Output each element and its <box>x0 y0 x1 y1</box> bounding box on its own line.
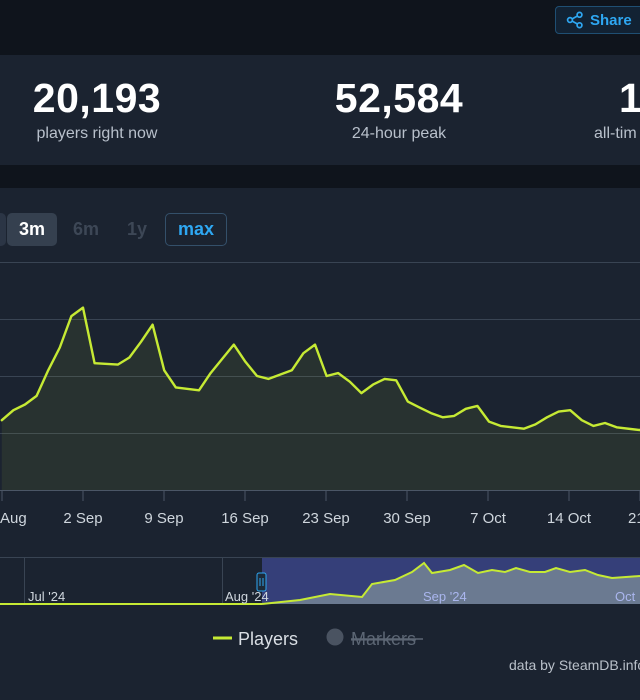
chart-panel <box>0 188 640 700</box>
navigator-label-aug: Aug '24 <box>225 589 269 604</box>
range-button-max[interactable]: max <box>165 213 227 246</box>
x-axis-labels: Aug 2 Sep 9 Sep 16 Sep 23 Sep 30 Sep 7 Oct 14 O… <box>0 510 640 527</box>
legend-players[interactable]: Players <box>213 629 298 649</box>
share-button[interactable]: Share <box>555 6 640 34</box>
24h-peak-value: 52,584 <box>334 75 464 121</box>
all-time-peak-label: all-tim <box>594 125 637 142</box>
players-series-line <box>0 306 640 432</box>
x-tick-label: Aug <box>0 510 27 527</box>
legend-players-label: Players <box>238 629 298 649</box>
share-icon <box>566 11 583 29</box>
top-bar: Share <box>0 0 640 55</box>
navigator-label-sep: Sep '24 <box>423 589 467 604</box>
range-button-6m[interactable]: 6m <box>72 219 99 239</box>
section-divider <box>0 165 640 188</box>
stat-all-time-peak: 1 all-tim <box>594 77 640 143</box>
legend-markers[interactable]: Markers <box>326 628 424 650</box>
x-tick-label: 30 Sep <box>383 510 431 527</box>
x-tick-label: 23 Sep <box>302 510 350 527</box>
current-players-value: 20,193 <box>32 75 162 121</box>
range-button-1y[interactable]: 1y <box>126 219 148 239</box>
stat-current-players: 20,193 players right now <box>12 77 182 143</box>
navigator-label-jul: Jul '24 <box>28 589 65 604</box>
x-axis-tick-marks <box>1 491 640 501</box>
navigator-series-area <box>262 563 640 604</box>
navigator-handle-left[interactable] <box>256 572 267 592</box>
all-time-peak-value: 1 <box>619 75 640 121</box>
range-navigator[interactable]: Jul '24 Aug '24 Sep '24 Oct <box>0 557 640 605</box>
24h-peak-label: 24-hour peak <box>351 125 447 142</box>
players-area <box>1 307 640 490</box>
legend-markers-swatch <box>326 628 344 646</box>
range-button-cut[interactable] <box>0 213 6 246</box>
x-tick-label: 7 Oct <box>470 510 507 527</box>
x-tick-label: 2 Sep <box>63 510 102 527</box>
navigator-series-line <box>261 561 640 605</box>
stat-24h-peak: 52,584 24-hour peak <box>313 77 485 143</box>
current-players-label: players right now <box>36 125 158 142</box>
range-button-3m[interactable]: 3m <box>7 213 57 246</box>
player-stats-panel: 20,193 players right now 52,584 24-hour … <box>0 55 640 165</box>
navigator-label-oct: Oct <box>615 589 636 604</box>
x-tick-label: 14 Oct <box>547 510 592 527</box>
grid-lines <box>0 262 640 491</box>
x-tick-label: 9 Sep <box>144 510 183 527</box>
x-tick-label: 21 <box>628 510 640 527</box>
share-label: Share <box>590 11 632 29</box>
data-credit: data by SteamDB.info <box>509 657 640 673</box>
x-tick-label: 16 Sep <box>221 510 269 527</box>
